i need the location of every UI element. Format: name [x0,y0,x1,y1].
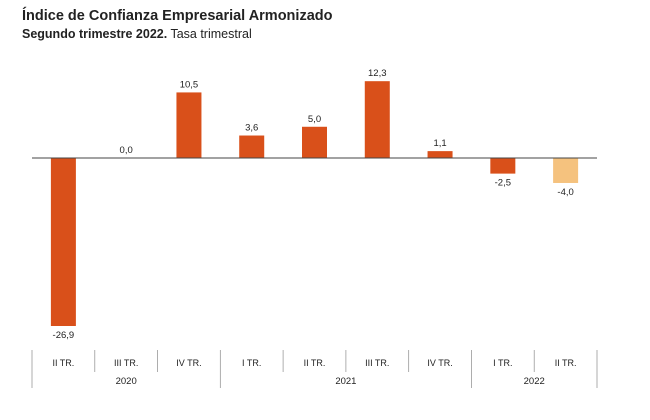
data-label: 10,5 [180,79,199,90]
year-label: 2022 [524,376,545,387]
x-tick-label: III TR. [114,358,138,368]
data-label: -4,0 [557,187,573,198]
bar [427,151,453,158]
subtitle-bold: Segundo trimestre 2022. [22,27,168,41]
x-tick-label: II TR. [52,358,74,368]
data-label: 3,6 [245,123,258,134]
bar [490,158,516,174]
x-tick-label: II TR. [304,358,326,368]
chart-title: Índice de Confianza Empresarial Armoniza… [22,8,333,24]
year-label: 2020 [116,376,137,387]
data-label: 0,0 [120,145,133,156]
x-tick-label: I TR. [493,358,512,368]
data-label: 12,3 [368,68,387,79]
subtitle-rest: Tasa trimestral [167,27,252,41]
bar [50,158,76,326]
data-label: 5,0 [308,114,321,125]
x-tick-label: IV TR. [176,358,201,368]
bar [553,158,579,183]
bar [239,135,265,158]
bar [176,92,202,158]
bar [364,81,390,158]
year-label: 2021 [335,376,356,387]
data-label: 1,1 [433,138,446,149]
data-label: -26,9 [53,330,75,341]
x-tick-label: I TR. [242,358,261,368]
chart-subtitle: Segundo trimestre 2022. Tasa trimestral [22,27,252,41]
x-tick-label: IV TR. [427,358,452,368]
data-label: -2,5 [495,178,511,189]
x-tick-label: II TR. [555,358,577,368]
bar [302,126,327,158]
x-tick-label: III TR. [365,358,389,368]
